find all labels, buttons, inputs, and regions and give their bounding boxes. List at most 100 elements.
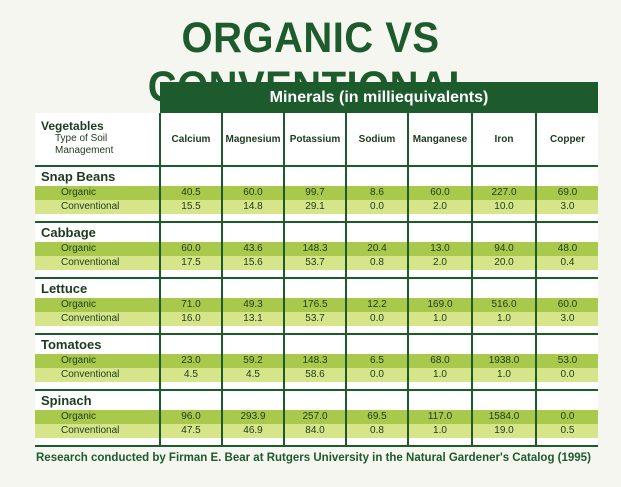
empty-cell: [535, 390, 598, 410]
separator-cell: [35, 438, 160, 447]
separator-cell: [471, 270, 536, 279]
separator-cell: [35, 326, 160, 335]
vegetable-name: Snap Beans: [35, 166, 160, 186]
row-separator: [35, 214, 598, 223]
conventional-value-cell: 0.8: [345, 256, 408, 270]
separator-cell: [159, 382, 222, 391]
conventional-value-cell: 20.0: [471, 256, 536, 270]
separator-cell: [535, 214, 598, 223]
empty-cell: [535, 222, 598, 242]
separator-cell: [283, 382, 346, 391]
column-header: Sodium: [345, 113, 408, 167]
soil-label-line-2: Management: [55, 145, 114, 156]
separator-cell: [407, 382, 472, 391]
conventional-value-cell: 14.8: [221, 200, 284, 214]
conventional-value-cell: 46.9: [221, 424, 284, 438]
empty-cell: [407, 390, 472, 410]
empty-cell: [471, 390, 536, 410]
conventional-label: Conventional: [35, 368, 160, 382]
conventional-value-cell: 4.5: [221, 368, 284, 382]
separator-cell: [35, 270, 160, 279]
organic-value-cell: 53.0: [535, 354, 598, 368]
conventional-value-cell: 0.8: [345, 424, 408, 438]
vegetables-label: Vegetables: [41, 119, 104, 133]
organic-row: Organic 71.0 49.3 176.5 12.2 169.0 516.0 60.0: [35, 298, 598, 312]
organic-value-cell: 49.3: [221, 298, 284, 312]
organic-value-cell: 516.0: [471, 298, 536, 312]
vegetable-name-row: Snap Beans: [35, 166, 598, 186]
empty-cell: [345, 390, 408, 410]
conventional-row: Conventional 47.5 46.9 84.0 0.8 1.0 19.0 0.5: [35, 424, 598, 438]
conventional-value-cell: 4.5: [159, 368, 222, 382]
conventional-value-cell: 0.5: [535, 424, 598, 438]
empty-cell: [345, 278, 408, 298]
conventional-row: Conventional 16.0 13.1 53.7 0.0 1.0 1.0 3.0: [35, 312, 598, 326]
conventional-value-cell: 17.5: [159, 256, 222, 270]
organic-value-cell: 148.3: [283, 242, 346, 256]
empty-cell: [407, 334, 472, 354]
empty-cell: [407, 278, 472, 298]
minerals-table-wrapper: Minerals (in milliequivalents) Vegetable…: [35, 82, 598, 447]
organic-value-cell: 23.0: [159, 354, 222, 368]
empty-cell: [159, 166, 222, 186]
organic-value-cell: 169.0: [407, 298, 472, 312]
vegetables-header-cell: Vegetables Type of Soil Management: [35, 113, 160, 167]
conventional-label: Conventional: [35, 312, 160, 326]
separator-cell: [283, 270, 346, 279]
conventional-value-cell: 10.0: [471, 200, 536, 214]
separator-cell: [535, 270, 598, 279]
empty-cell: [283, 390, 346, 410]
organic-value-cell: 60.0: [535, 298, 598, 312]
separator-cell: [221, 270, 284, 279]
separator-cell: [283, 438, 346, 447]
empty-cell: [345, 222, 408, 242]
conventional-value-cell: 0.0: [345, 368, 408, 382]
empty-cell: [535, 166, 598, 186]
empty-cell: [221, 166, 284, 186]
organic-label: Organic: [35, 242, 160, 256]
conventional-value-cell: 0.0: [345, 200, 408, 214]
separator-cell: [283, 326, 346, 335]
organic-row: Organic 60.0 43.6 148.3 20.4 13.0 94.0 48.0: [35, 242, 598, 256]
organic-value-cell: 68.0: [407, 354, 472, 368]
separator-cell: [471, 214, 536, 223]
conventional-row: Conventional 15.5 14.8 29.1 0.0 2.0 10.0 3.0: [35, 200, 598, 214]
separator-cell: [35, 382, 160, 391]
column-header: Iron: [471, 113, 536, 167]
organic-value-cell: 117.0: [407, 410, 472, 424]
conventional-value-cell: 1.0: [407, 312, 472, 326]
empty-cell: [471, 222, 536, 242]
organic-value-cell: 69.0: [535, 186, 598, 200]
organic-value-cell: 1584.0: [471, 410, 536, 424]
conventional-value-cell: 1.0: [471, 312, 536, 326]
empty-cell: [535, 278, 598, 298]
vegetable-name: Tomatoes: [35, 334, 160, 354]
empty-cell: [159, 278, 222, 298]
vegetable-name: Cabbage: [35, 222, 160, 242]
separator-cell: [345, 214, 408, 223]
empty-cell: [159, 390, 222, 410]
conventional-value-cell: 0.0: [345, 312, 408, 326]
organic-value-cell: 257.0: [283, 410, 346, 424]
soil-label-line-1: Type of Soil: [55, 133, 108, 144]
organic-value-cell: 94.0: [471, 242, 536, 256]
organic-value-cell: 59.2: [221, 354, 284, 368]
conventional-value-cell: 16.0: [159, 312, 222, 326]
conventional-value-cell: 84.0: [283, 424, 346, 438]
conventional-value-cell: 1.0: [471, 368, 536, 382]
organic-value-cell: 8.6: [345, 186, 408, 200]
empty-cell: [283, 334, 346, 354]
separator-cell: [407, 326, 472, 335]
empty-cell: [159, 334, 222, 354]
organic-value-cell: 0.0: [535, 410, 598, 424]
conventional-value-cell: 0.0: [535, 368, 598, 382]
organic-value-cell: 71.0: [159, 298, 222, 312]
column-header: Potassium: [283, 113, 346, 167]
separator-cell: [345, 326, 408, 335]
vegetable-name: Lettuce: [35, 278, 160, 298]
conventional-value-cell: 0.4: [535, 256, 598, 270]
organic-value-cell: 60.0: [221, 186, 284, 200]
column-header: Manganese: [407, 113, 472, 167]
empty-cell: [283, 166, 346, 186]
separator-cell: [283, 214, 346, 223]
